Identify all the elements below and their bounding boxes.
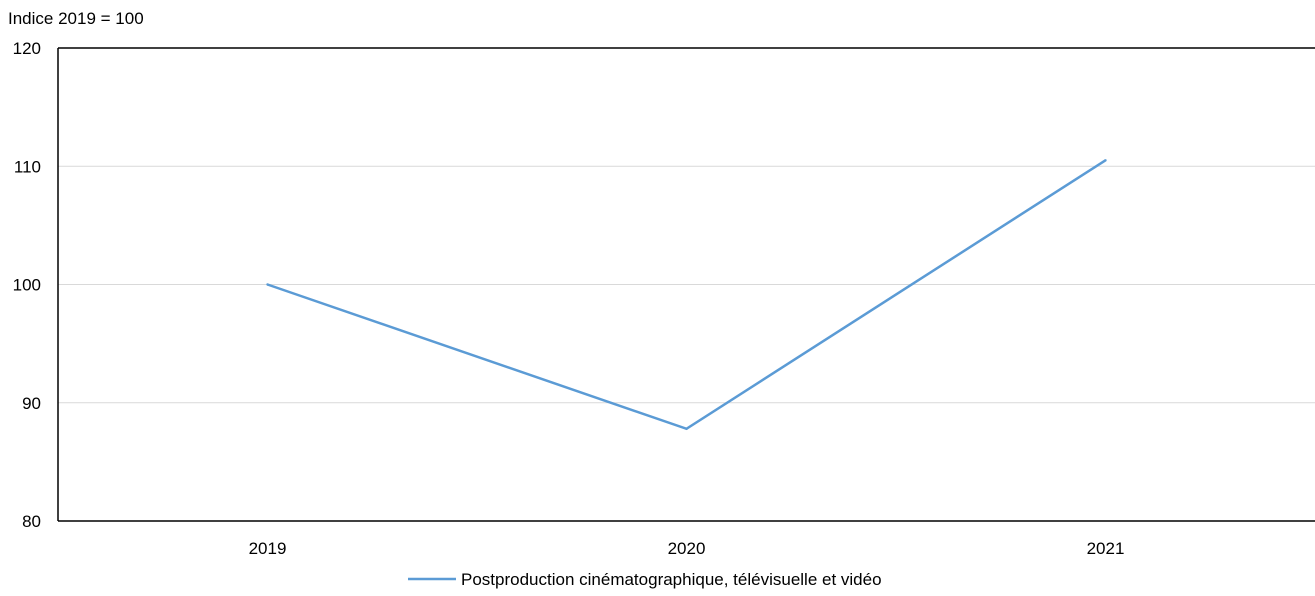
x-tick-label: 2020 xyxy=(668,539,706,558)
y-tick-labels: 80 90 100 110 120 xyxy=(13,39,41,531)
x-tick-label: 2019 xyxy=(249,539,287,558)
y-tick-label: 110 xyxy=(14,157,41,176)
legend-label: Postproduction cinématographique, télévi… xyxy=(461,570,882,589)
data-point xyxy=(266,283,269,286)
y-tick-label: 120 xyxy=(13,39,41,58)
x-tick-labels: 2019 2020 2021 xyxy=(249,539,1125,558)
series-lines xyxy=(266,159,1107,431)
data-point xyxy=(1104,159,1107,162)
plot-frame xyxy=(57,47,1315,522)
x-tick-label: 2021 xyxy=(1087,539,1125,558)
series-line xyxy=(267,159,1107,431)
gridlines xyxy=(58,165,1315,404)
y-tick-label: 100 xyxy=(13,276,41,295)
y-axis-label: Indice 2019 = 100 xyxy=(8,9,144,28)
y-tick-label: 90 xyxy=(22,394,41,413)
legend: Postproduction cinématographique, télévi… xyxy=(408,570,882,589)
data-point xyxy=(685,427,688,430)
y-tick-label: 80 xyxy=(22,512,41,531)
